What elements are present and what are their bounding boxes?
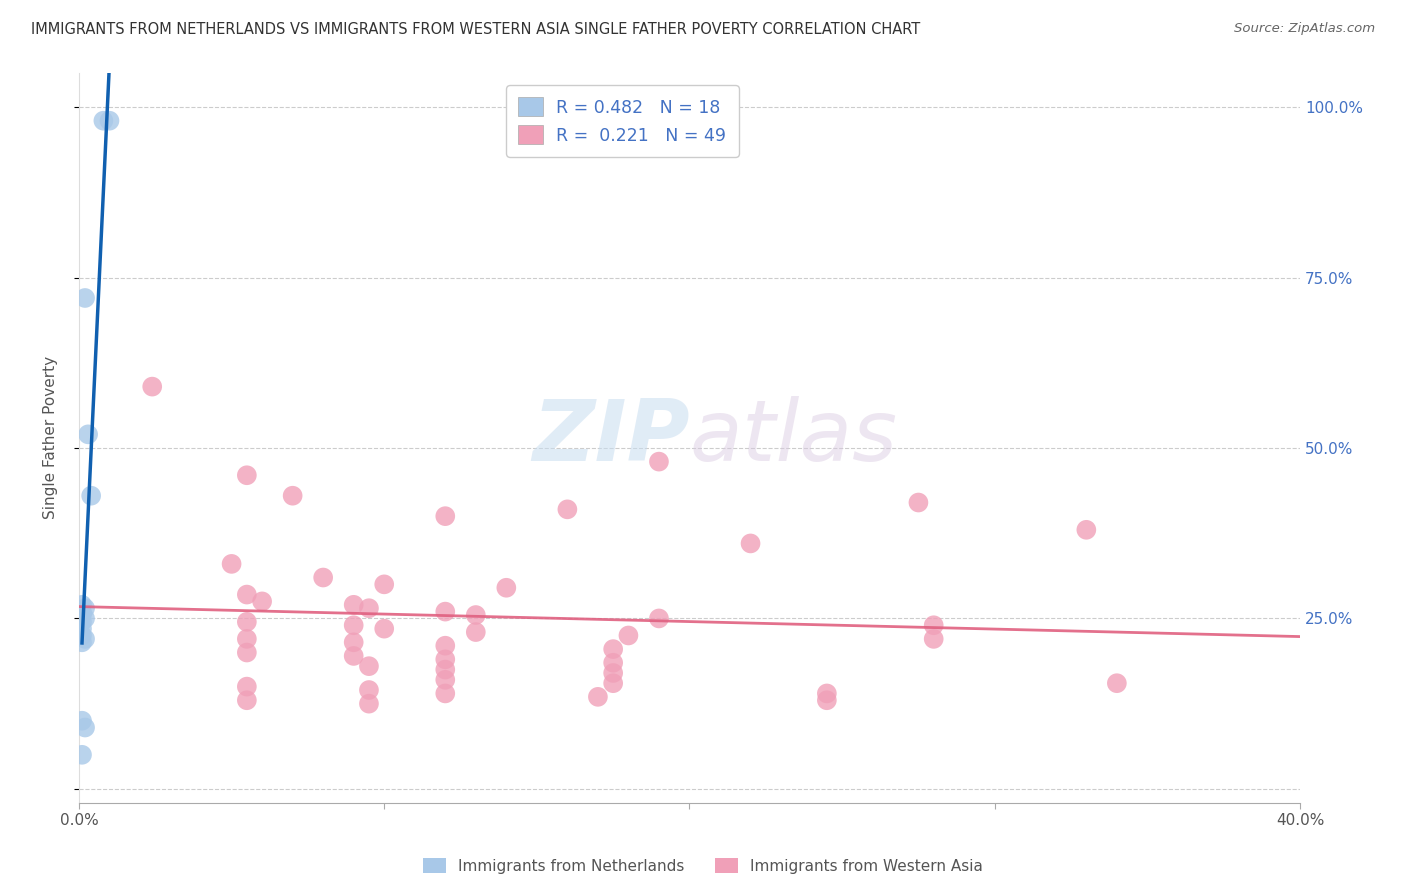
- Point: [922, 618, 945, 632]
- Point: [73, 601, 96, 615]
- Point: [434, 673, 457, 687]
- Point: [434, 639, 457, 653]
- Point: [557, 502, 579, 516]
- Point: [236, 615, 259, 629]
- Point: [602, 642, 624, 657]
- Point: [907, 495, 929, 509]
- Point: [648, 455, 671, 469]
- Point: [357, 601, 380, 615]
- Legend: Immigrants from Netherlands, Immigrants from Western Asia: Immigrants from Netherlands, Immigrants …: [416, 852, 990, 880]
- Point: [73, 291, 96, 305]
- Point: [70, 747, 93, 762]
- Text: atlas: atlas: [689, 396, 897, 479]
- Point: [236, 632, 259, 646]
- Point: [98, 113, 121, 128]
- Point: [312, 570, 335, 584]
- Point: [93, 113, 115, 128]
- Point: [357, 659, 380, 673]
- Point: [1076, 523, 1098, 537]
- Text: ZIP: ZIP: [531, 396, 689, 479]
- Text: IMMIGRANTS FROM NETHERLANDS VS IMMIGRANTS FROM WESTERN ASIA SINGLE FATHER POVERT: IMMIGRANTS FROM NETHERLANDS VS IMMIGRANT…: [31, 22, 920, 37]
- Point: [70, 635, 93, 649]
- Point: [70, 622, 93, 636]
- Y-axis label: Single Father Poverty: Single Father Poverty: [44, 356, 58, 519]
- Point: [602, 656, 624, 670]
- Point: [357, 683, 380, 698]
- Point: [70, 598, 93, 612]
- Point: [617, 628, 640, 642]
- Point: [236, 468, 259, 483]
- Point: [221, 557, 243, 571]
- Point: [1105, 676, 1128, 690]
- Point: [70, 714, 93, 728]
- Point: [648, 611, 671, 625]
- Legend: R = 0.482   N = 18, R =  0.221   N = 49: R = 0.482 N = 18, R = 0.221 N = 49: [506, 86, 738, 157]
- Point: [70, 628, 93, 642]
- Point: [922, 632, 945, 646]
- Point: [602, 665, 624, 680]
- Point: [70, 607, 93, 622]
- Point: [80, 489, 103, 503]
- Point: [73, 721, 96, 735]
- Point: [740, 536, 762, 550]
- Point: [73, 632, 96, 646]
- Point: [815, 693, 838, 707]
- Point: [602, 676, 624, 690]
- Point: [586, 690, 609, 704]
- Point: [357, 697, 380, 711]
- Point: [373, 622, 395, 636]
- Point: [77, 427, 100, 442]
- Point: [343, 598, 366, 612]
- Point: [434, 605, 457, 619]
- Point: [815, 686, 838, 700]
- Point: [236, 693, 259, 707]
- Point: [236, 646, 259, 660]
- Point: [434, 509, 457, 524]
- Point: [141, 379, 163, 393]
- Point: [250, 594, 273, 608]
- Point: [373, 577, 395, 591]
- Point: [343, 648, 366, 663]
- Point: [434, 663, 457, 677]
- Point: [236, 680, 259, 694]
- Point: [236, 588, 259, 602]
- Point: [70, 605, 93, 619]
- Point: [281, 489, 304, 503]
- Point: [464, 607, 486, 622]
- Point: [73, 611, 96, 625]
- Point: [434, 686, 457, 700]
- Point: [434, 652, 457, 666]
- Point: [343, 618, 366, 632]
- Point: [495, 581, 517, 595]
- Text: Source: ZipAtlas.com: Source: ZipAtlas.com: [1234, 22, 1375, 36]
- Point: [464, 625, 486, 640]
- Point: [343, 635, 366, 649]
- Point: [70, 615, 93, 629]
